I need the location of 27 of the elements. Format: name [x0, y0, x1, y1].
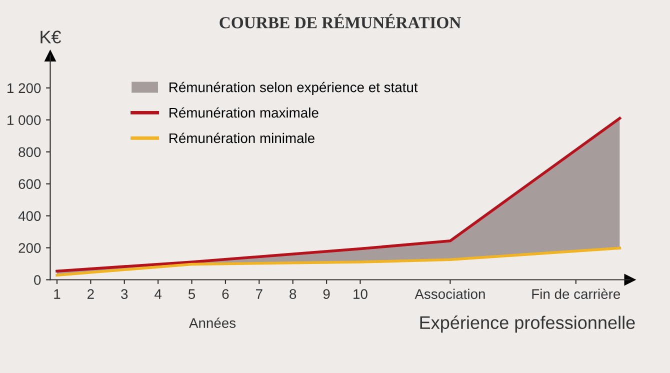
- legend-label: Rémunération minimale: [170, 132, 314, 144]
- y-tick-label: 1 200: [8, 83, 41, 94]
- x-tick-label: 3: [121, 289, 128, 299]
- legend-label: Rémunération selon expérience et statut: [170, 82, 418, 95]
- text: Années: [189, 318, 236, 328]
- x-tick-label: Fin de carrière: [532, 288, 620, 299]
- x-tick-label: 6: [222, 289, 229, 299]
- chart-title: COURBE DE RÉMUNÉRATION: [220, 14, 461, 28]
- y-tick-label: 800: [18, 147, 41, 158]
- x-axis-title: Expérience professionnelle: [420, 316, 635, 333]
- x-tick-label: 2: [88, 289, 94, 299]
- x-tick-label: 5: [188, 289, 196, 299]
- legend-label: Rémunération maximale: [170, 107, 318, 118]
- x-tick-label: 1: [54, 289, 60, 299]
- x-tick-label: Association: [414, 288, 485, 299]
- x-tick-label: 8: [290, 289, 296, 299]
- line-series: [56, 246, 622, 277]
- x-tick-label: 4: [154, 289, 162, 299]
- y-tick-label: 0: [34, 275, 41, 285]
- y-tick-label: 600: [18, 179, 41, 190]
- y-axis-title: K€: [40, 30, 62, 44]
- x-tick-label: 7: [256, 289, 262, 299]
- y-tick-label: 200: [18, 243, 41, 253]
- y-tick-label: 1 000: [8, 115, 41, 126]
- x-tick-label: 9: [323, 289, 330, 299]
- y-tick-label: 400: [18, 211, 41, 221]
- x-tick-label: 10: [354, 289, 368, 299]
